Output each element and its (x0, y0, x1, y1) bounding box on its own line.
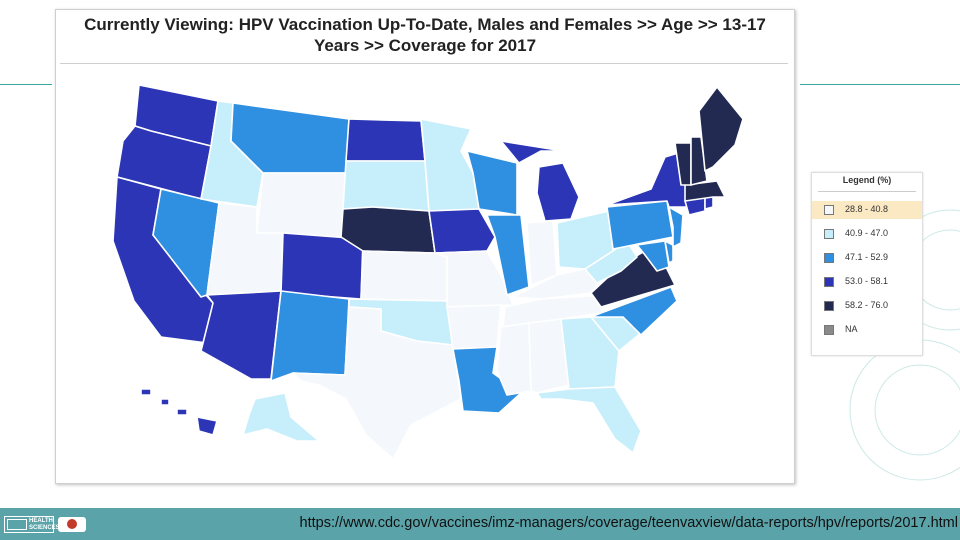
title-separator (60, 63, 788, 64)
state-georgia[interactable] (560, 316, 620, 390)
legend-item-4[interactable]: 53.0 - 58.1 (812, 273, 922, 291)
state-iowa[interactable] (428, 208, 496, 254)
legend-item-label: 58.2 - 76.0 (845, 300, 889, 310)
logo-mark-icon (7, 519, 27, 530)
state-maine[interactable] (698, 86, 744, 172)
state-new-jersey[interactable] (668, 206, 684, 248)
state-alaska[interactable] (242, 392, 320, 442)
state-south-dakota[interactable] (342, 160, 430, 212)
legend-item-label: NA (845, 324, 858, 334)
legend-item-label: 53.0 - 58.1 (845, 276, 889, 286)
source-url-link[interactable]: https://www.cdc.gov/vaccines/imz-manager… (299, 515, 958, 531)
logo-text: HEALTH SCIENCES (29, 518, 60, 531)
state-new-hampshire[interactable] (690, 136, 708, 186)
legend-item-label: 28.8 - 40.8 (845, 204, 889, 214)
state-alabama[interactable] (528, 318, 570, 394)
legend-item-1[interactable]: 28.8 - 40.8 (812, 201, 922, 219)
legend-item-2[interactable]: 40.9 - 47.0 (812, 225, 922, 243)
state-arizona[interactable] (200, 290, 282, 380)
legend-swatch (824, 301, 834, 311)
background-rule-left (0, 84, 52, 85)
state-delaware[interactable] (664, 240, 674, 264)
legend-swatch (824, 253, 834, 263)
map-title-line-2: Years >> Coverage for 2017 (313, 36, 537, 55)
state-louisiana[interactable] (452, 346, 522, 414)
legend-item-5[interactable]: 58.2 - 76.0 (812, 297, 922, 315)
state-wisconsin[interactable] (466, 150, 518, 216)
legend-item-6[interactable]: NA (812, 321, 922, 339)
health-sciences-logo: HEALTH SCIENCES (4, 516, 60, 533)
state-texas[interactable] (292, 306, 462, 460)
state-new-mexico[interactable] (270, 290, 350, 382)
state-hawaii[interactable] (140, 388, 218, 436)
state-maryland[interactable] (636, 240, 670, 272)
state-mississippi[interactable] (496, 322, 532, 396)
legend: Legend (%) 28.8 - 40.8 40.9 - 47.0 47.1 … (811, 172, 923, 356)
legend-item-label: 40.9 - 47.0 (845, 228, 889, 238)
legend-swatch (824, 205, 834, 215)
us-choropleth-map (112, 84, 744, 460)
state-wyoming[interactable] (256, 172, 347, 238)
state-kansas[interactable] (360, 250, 448, 302)
legend-title: Legend (%) (842, 175, 892, 185)
background-rule-right (800, 84, 960, 85)
state-north-dakota[interactable] (345, 118, 426, 162)
state-nebraska[interactable] (340, 206, 436, 254)
footer-band: HEALTH SCIENCES https://www.cdc.gov/vacc… (0, 508, 960, 540)
legend-swatch (824, 277, 834, 287)
state-illinois[interactable] (486, 214, 530, 296)
legend-item-label: 47.1 - 52.9 (845, 252, 889, 262)
partner-logo-icon (58, 517, 86, 532)
legend-swatch (824, 229, 834, 239)
state-rhode-island[interactable] (704, 196, 714, 210)
map-title: Currently Viewing: HPV Vaccination Up-To… (56, 14, 794, 56)
state-indiana[interactable] (526, 220, 558, 286)
map-title-line-1: Currently Viewing: HPV Vaccination Up-To… (84, 15, 766, 34)
state-massachusetts[interactable] (684, 180, 726, 202)
state-florida[interactable] (536, 386, 642, 454)
state-arkansas[interactable] (446, 304, 502, 350)
legend-separator (818, 191, 916, 192)
legend-item-3[interactable]: 47.1 - 52.9 (812, 249, 922, 267)
legend-swatch (824, 325, 834, 335)
map-panel: Currently Viewing: HPV Vaccination Up-To… (55, 9, 795, 484)
